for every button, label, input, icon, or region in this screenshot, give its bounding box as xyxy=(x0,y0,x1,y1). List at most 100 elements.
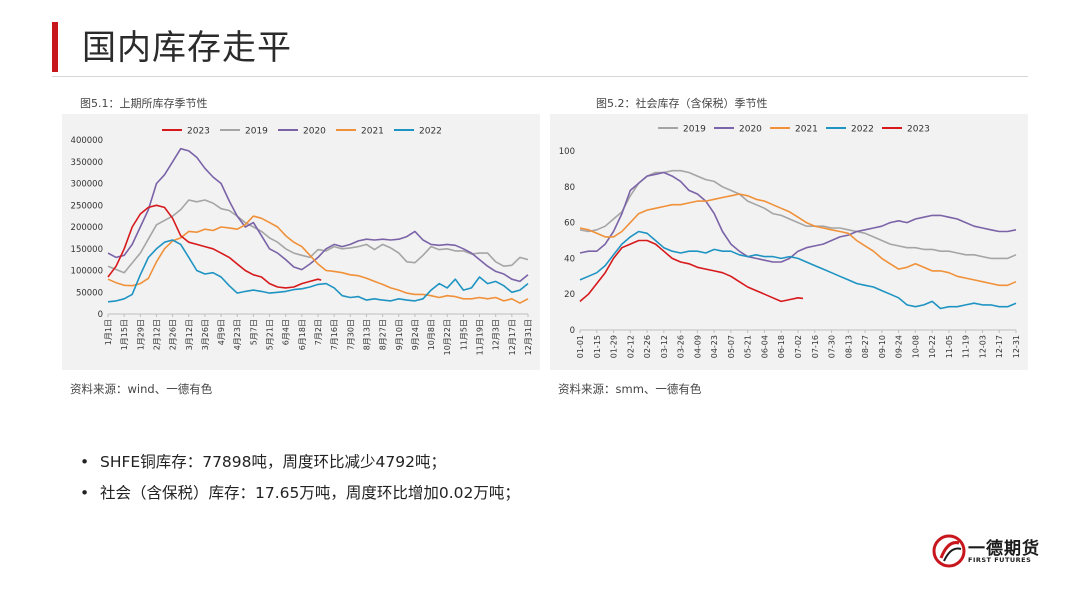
fig2-caption: 图5.2：社会库存（含保税）季节性 xyxy=(596,97,768,110)
x-tick-label: 4月9日 xyxy=(217,319,226,345)
x-tick-label: 9月24日 xyxy=(411,319,420,350)
y-tick-label: 400000 xyxy=(71,136,103,146)
x-tick-label: 11月5日 xyxy=(459,319,468,350)
bullet-item: • SHFE铜库存：77898吨，周度环比减少4792吨； xyxy=(80,450,446,472)
fig1-panel: 0 50000 100000 150000 200000 250000 300000 3500… xyxy=(62,114,540,370)
legend-label: 2020 xyxy=(739,125,762,135)
x-tick-label: 8月27日 xyxy=(379,319,388,350)
series-line-2020 xyxy=(579,171,1017,263)
x-tick-label: 05-21 xyxy=(744,335,753,358)
legend-label: 2020 xyxy=(303,127,326,137)
y-tick-label: 0 xyxy=(570,326,575,336)
company-logo: 一德期货 FIRST FUTURES xyxy=(932,532,1042,572)
y-tick-label: 60 xyxy=(564,219,575,229)
fig1-source: 资料来源：wind、一德有色 xyxy=(70,382,213,396)
x-tick-label: 07-02 xyxy=(794,335,803,358)
x-tick-label: 08-13 xyxy=(844,335,853,358)
x-tick-label: 12月31日 xyxy=(524,319,533,355)
x-tick-label: 3月26日 xyxy=(201,319,210,350)
series-line-2021 xyxy=(579,193,1017,287)
legend-label: 2019 xyxy=(245,127,268,137)
x-tick-label: 05-07 xyxy=(727,335,736,358)
series-line-2021 xyxy=(107,215,529,304)
legend-label: 2021 xyxy=(795,125,818,135)
x-tick-label: 03-26 xyxy=(677,335,686,358)
social-inventory-chart: 0 20 40 60 80 100 01-01 01-15 01-29 02-12 02-26 03-… xyxy=(559,125,1021,359)
legend-label: 2022 xyxy=(419,127,442,137)
x-tick-label: 06-18 xyxy=(777,335,786,358)
x-tick-label: 06-04 xyxy=(760,335,769,358)
logo-name: 一德期货 xyxy=(968,539,1040,559)
x-tick-label: 04-23 xyxy=(710,335,719,358)
legend-label: 2019 xyxy=(683,125,706,135)
x-tick-label: 12-03 xyxy=(978,335,987,358)
x-tick-label: 08-27 xyxy=(861,335,870,358)
legend-label: 2023 xyxy=(907,125,930,135)
x-tick-label: 11-05 xyxy=(945,335,954,358)
y-tick-label: 350000 xyxy=(71,158,103,168)
x-tick-label: 01-01 xyxy=(576,335,585,358)
x-tick-label: 09-10 xyxy=(878,335,887,358)
y-tick-label: 40 xyxy=(564,254,575,264)
series-line-2023 xyxy=(107,204,322,289)
y-tick-label: 100000 xyxy=(71,267,103,277)
x-tick-label: 11月19日 xyxy=(476,319,485,355)
x-tick-label: 07-30 xyxy=(828,335,837,358)
y-tick-label: 50000 xyxy=(76,288,103,298)
legend-label: 2022 xyxy=(851,125,874,135)
fig1-caption: 图5.1：上期所库存季节性 xyxy=(80,97,208,110)
y-tick-label: 20 xyxy=(564,290,575,300)
x-tick-label: 10-22 xyxy=(928,335,937,358)
x-tick-label: 1月15日 xyxy=(120,319,129,350)
y-tick-label: 250000 xyxy=(71,201,103,211)
x-tick-label: 12月17日 xyxy=(508,319,517,355)
x-tick-label: 03-12 xyxy=(660,335,669,358)
x-tick-label: 7月2日 xyxy=(314,319,323,345)
x-tick-label: 07-16 xyxy=(811,335,820,358)
x-tick-label: 2月12日 xyxy=(152,319,161,350)
x-tick-label: 11-19 xyxy=(962,335,971,358)
x-tick-label: 7月30日 xyxy=(346,319,355,350)
x-tick-label: 10月22日 xyxy=(443,319,452,355)
x-tick-label: 4月23日 xyxy=(233,319,242,350)
series-line-2019 xyxy=(579,169,1017,260)
y-tick-label: 100 xyxy=(559,147,575,157)
title-divider xyxy=(52,76,1028,77)
x-tick-label: 2月26日 xyxy=(169,319,178,350)
x-tick-label: 8月13日 xyxy=(362,319,371,350)
x-tick-label: 5月7日 xyxy=(249,319,258,345)
series-line-2020 xyxy=(107,147,529,283)
x-tick-label: 12-31 xyxy=(1012,335,1021,358)
bullet-dot-icon: • xyxy=(80,453,90,471)
bullet-item: • 社会（含保税）库存：17.65万吨，周度环比增加0.02万吨； xyxy=(80,481,520,503)
title-accent-bar xyxy=(52,22,58,72)
series-line-2022 xyxy=(107,239,529,303)
x-tick-label: 10月8日 xyxy=(427,319,436,350)
page-title: 国内库存走平 xyxy=(82,28,292,68)
fig2-panel: 0 20 40 60 80 100 01-01 01-15 01-29 02-12 02-26 03-… xyxy=(550,114,1028,370)
x-tick-label: 10-08 xyxy=(911,335,920,358)
x-tick-label: 7月16日 xyxy=(330,319,339,350)
x-tick-label: 02-12 xyxy=(626,335,635,358)
x-tick-label: 1月29日 xyxy=(136,319,145,350)
x-tick-label: 01-15 xyxy=(593,335,602,358)
y-tick-label: 80 xyxy=(564,183,575,193)
y-tick-label: 0 xyxy=(98,310,103,320)
x-tick-label: 04-09 xyxy=(693,335,702,358)
y-tick-label: 150000 xyxy=(71,245,103,255)
logo-subtitle: FIRST FUTURES xyxy=(968,556,1032,564)
bullet-text: 社会（含保税）库存：17.65万吨，周度环比增加0.02万吨； xyxy=(100,484,520,502)
series-line-2023 xyxy=(579,239,804,303)
y-tick-label: 200000 xyxy=(71,223,103,233)
series-line-2019 xyxy=(107,199,529,274)
fig2-source: 资料来源：smm、一德有色 xyxy=(558,382,702,396)
x-tick-label: 3月12日 xyxy=(185,319,194,350)
x-tick-label: 12-17 xyxy=(995,335,1004,358)
x-tick-label: 01-29 xyxy=(610,335,619,358)
x-tick-label: 02-26 xyxy=(643,335,652,358)
series-line-2022 xyxy=(579,230,1017,310)
y-tick-label: 300000 xyxy=(71,180,103,190)
x-tick-label: 6月18日 xyxy=(298,319,307,350)
bullet-text: SHFE铜库存：77898吨，周度环比减少4792吨； xyxy=(100,453,446,471)
legend-label: 2023 xyxy=(187,127,210,137)
